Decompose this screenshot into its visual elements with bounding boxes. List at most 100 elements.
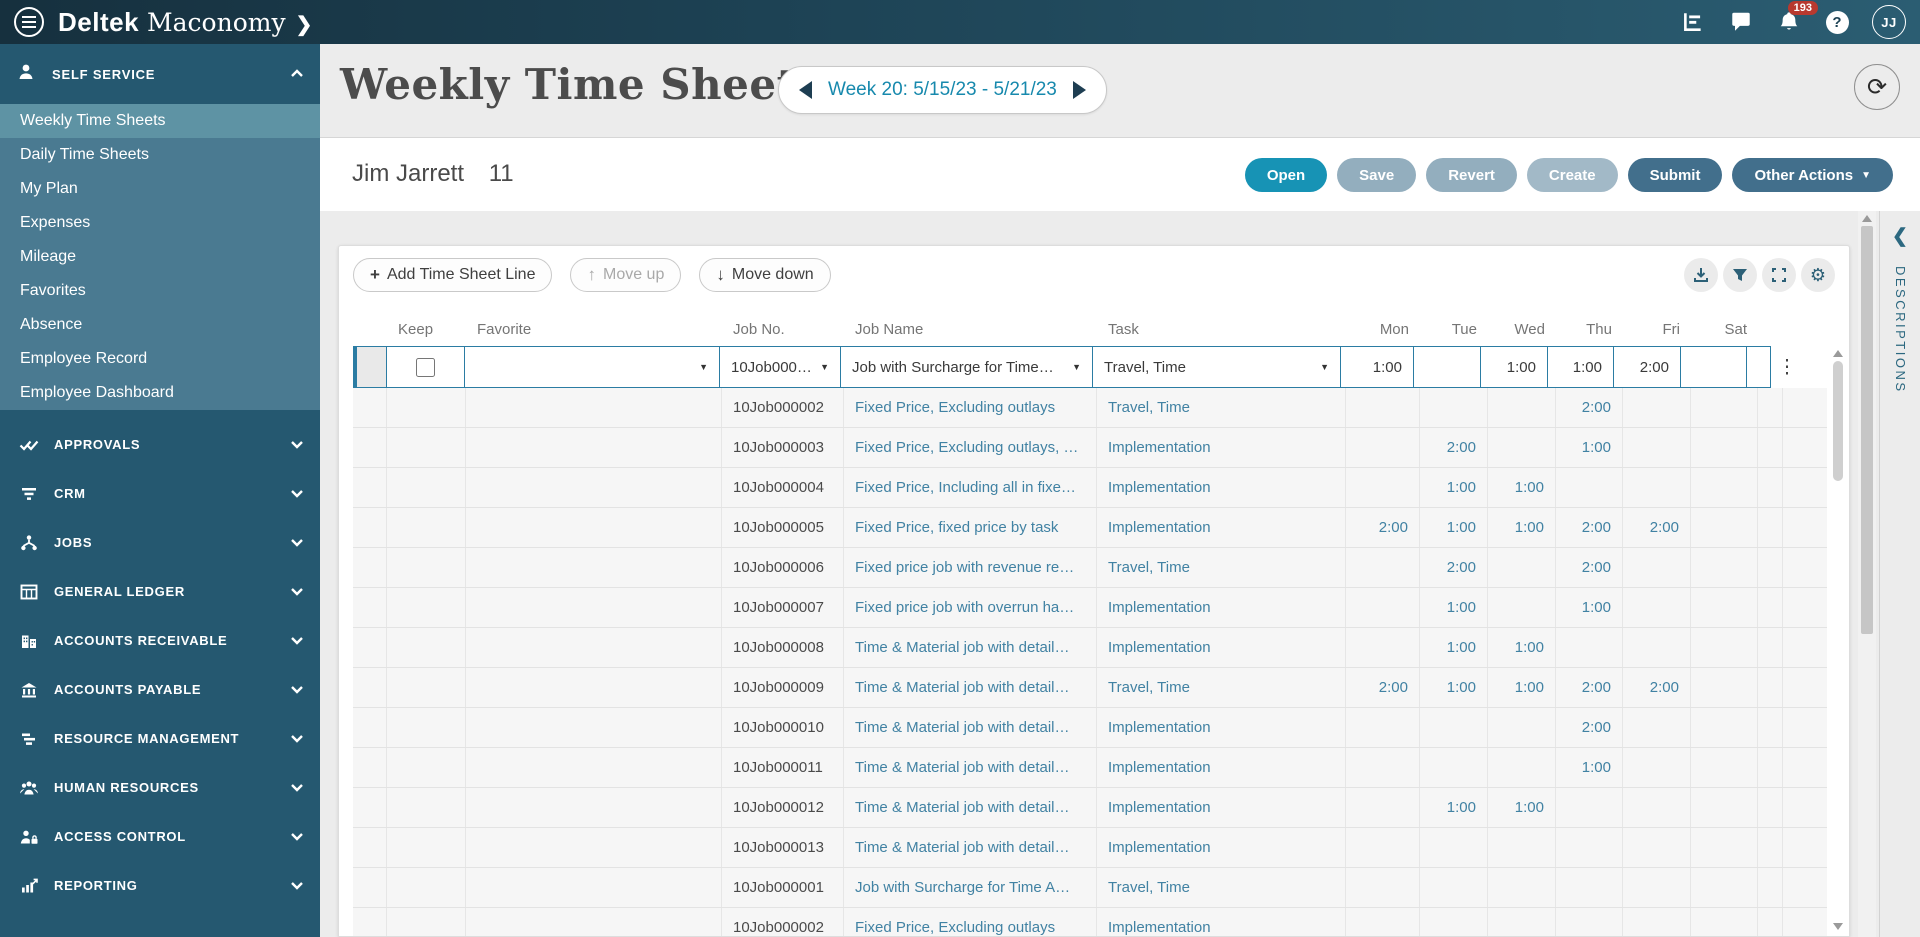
day-cell-thu[interactable] [1556,868,1623,907]
other-actions-button[interactable]: Other Actions ▼ [1732,158,1893,192]
day-cell-sat[interactable] [1680,346,1747,388]
task-link[interactable]: Travel, Time [1097,868,1346,907]
table-row[interactable]: 10Job000012 Time & Material job with deta… [353,788,1827,828]
day-cell-fri[interactable] [1623,428,1691,467]
help-icon[interactable]: ? [1824,9,1850,35]
job-no-cell[interactable]: 10Job000007 [722,588,844,627]
row-handle[interactable] [353,508,387,547]
day-cell-thu[interactable]: 1:00 [1556,428,1623,467]
table-row[interactable]: 10Job000005 Fixed Price, fixed price by t… [353,508,1827,548]
day-cell-wed[interactable] [1488,428,1556,467]
favorite-cell[interactable] [466,708,722,747]
hamburger-menu-icon[interactable] [14,7,44,37]
favorite-cell[interactable] [466,908,722,936]
keep-cell[interactable] [387,708,466,747]
row-handle[interactable] [353,828,387,867]
day-cell-tue[interactable]: 1:00 [1420,588,1488,627]
task-link[interactable]: Implementation [1097,708,1346,747]
day-cell-fri[interactable] [1623,708,1691,747]
sidebar-item-weekly-time-sheets[interactable]: Weekly Time Sheets [0,104,320,138]
column-header-tue[interactable]: Tue [1451,320,1477,338]
job-name-link[interactable]: Fixed Price, fixed price by task [844,508,1097,547]
sidebar-item-my-plan[interactable]: My Plan [20,180,78,197]
table-row[interactable]: 10Job000013 Time & Material job with deta… [353,828,1827,868]
day-cell-sat[interactable] [1691,588,1758,627]
job-name-link[interactable]: Fixed Price, Excluding outlays [844,388,1097,427]
day-cell-mon[interactable] [1346,388,1420,427]
scroll-down-arrow-icon[interactable] [1833,923,1843,930]
scroll-up-arrow-icon[interactable] [1862,215,1872,222]
column-header-favorite[interactable]: Favorite [477,320,532,338]
job-no-cell[interactable]: 10Job000011 [722,748,844,787]
sidebar-section-reporting[interactable]: REPORTING [0,861,320,910]
favorite-cell[interactable] [466,828,722,867]
day-cell-mon[interactable]: 2:00 [1346,508,1420,547]
job-name-link[interactable]: Fixed Price, Including all in fixe… [844,468,1097,507]
day-cell-mon[interactable] [1346,588,1420,627]
task-link[interactable]: Travel, Time [1097,548,1346,587]
day-cell-tue[interactable] [1420,868,1488,907]
job-name-link[interactable]: Time & Material job with detail… [844,788,1097,827]
job-name-link[interactable]: Fixed price job with revenue re… [844,548,1097,587]
day-cell-sat[interactable] [1691,748,1758,787]
day-cell-fri[interactable] [1623,388,1691,427]
day-cell-wed[interactable]: 1:00 [1488,788,1556,827]
task-link[interactable]: Implementation [1097,468,1346,507]
sidebar-section-accounts-receivable[interactable]: ACCOUNTS RECEIVABLE [0,616,320,665]
day-cell-wed[interactable]: 1:00 [1488,628,1556,667]
day-cell-fri[interactable] [1623,868,1691,907]
sidebar-section-approvals[interactable]: APPROVALS [0,420,320,469]
day-cell-tue[interactable]: 1:00 [1420,468,1488,507]
sidebar-section-jobs[interactable]: JOBS [0,518,320,567]
favorite-cell[interactable] [466,668,722,707]
day-cell-mon[interactable] [1346,868,1420,907]
keep-cell[interactable] [387,548,466,587]
week-selector[interactable]: Week 20: 5/15/23 - 5/21/23 [778,66,1107,114]
job-no-select[interactable]: 10Job000… ▼ [719,346,841,388]
day-cell-sat[interactable] [1691,508,1758,547]
favorite-cell[interactable] [466,788,722,827]
keep-cell[interactable] [387,668,466,707]
job-name-link[interactable]: Fixed price job with overrun ha… [844,588,1097,627]
keep-cell[interactable] [387,908,466,936]
sidebar-item-absence[interactable]: Absence [20,316,83,333]
column-header-task[interactable]: Task [1108,320,1139,338]
column-header-fri[interactable]: Fri [1662,320,1681,338]
task-link[interactable]: Travel, Time [1097,668,1346,707]
day-cell-thu[interactable]: 2:00 [1556,508,1623,547]
favorite-cell[interactable] [466,508,722,547]
day-cell-mon[interactable]: 2:00 [1346,668,1420,707]
sidebar-section-resource-management[interactable]: RESOURCE MANAGEMENT [0,714,320,763]
row-handle[interactable] [353,748,387,787]
revert-button[interactable]: Revert [1426,158,1517,192]
table-row[interactable]: 10Job000003 Fixed Price, Excluding outlay… [353,428,1827,468]
sidebar-item-daily-time-sheets[interactable]: Daily Time Sheets [20,146,149,163]
day-cell-mon[interactable] [1346,748,1420,787]
open-button[interactable]: Open [1244,158,1328,192]
sidebar-item-employee-record[interactable]: Employee Record [20,350,148,367]
day-cell-fri[interactable] [1623,828,1691,867]
column-header-job-no[interactable]: Job No. [733,320,785,338]
keep-cell[interactable] [387,508,466,547]
task-link[interactable]: Implementation [1097,588,1346,627]
sidebar-item-favorites[interactable]: Favorites [20,282,86,299]
day-cell-tue[interactable] [1420,828,1488,867]
day-cell-tue[interactable]: 1:00 [1420,788,1488,827]
keep-cell[interactable] [387,428,466,467]
table-row[interactable]: 10Job000004 Fixed Price, Including all in… [353,468,1827,508]
sidebar-section-accounts-payable[interactable]: ACCOUNTS PAYABLE [0,665,320,714]
create-button[interactable]: Create [1526,158,1618,192]
day-cell-fri[interactable] [1623,588,1691,627]
day-cell-fri[interactable]: 2:00 [1613,346,1681,388]
job-no-cell[interactable]: 10Job000009 [722,668,844,707]
day-cell-thu[interactable] [1556,628,1623,667]
sidebar-section-access-control[interactable]: ACCESS CONTROL [0,812,320,861]
keep-cell[interactable] [387,868,466,907]
keep-cell[interactable] [387,828,466,867]
day-cell-wed[interactable] [1488,548,1556,587]
task-link[interactable]: Implementation [1097,828,1346,867]
favorite-cell[interactable] [466,428,722,467]
row-handle[interactable] [353,346,387,388]
day-cell-tue[interactable]: 2:00 [1420,428,1488,467]
favorite-cell[interactable] [466,388,722,427]
